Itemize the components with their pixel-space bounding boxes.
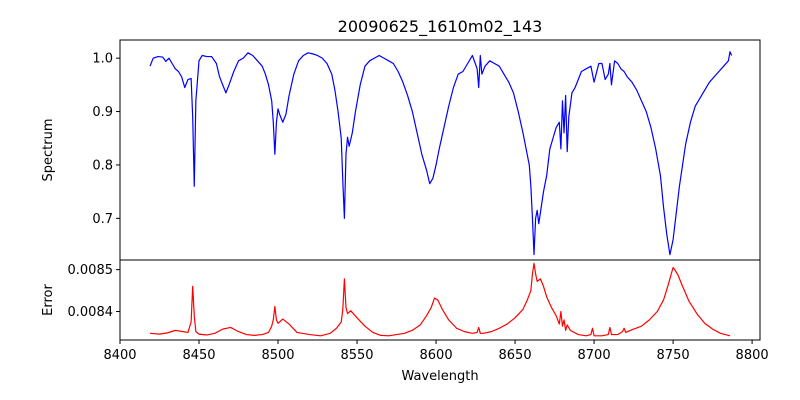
x-tick-label: 8600 — [420, 348, 453, 363]
error-y-axis-label: Error — [41, 284, 56, 316]
spectrum-y-tick-label: 0.9 — [92, 105, 113, 120]
error-panel: 0.0084 0.0085 Error — [41, 259, 761, 341]
spectrum-plot-area — [149, 51, 733, 256]
x-tick-label: 8700 — [578, 348, 611, 363]
x-tick-label: 8800 — [736, 348, 769, 363]
spectrum-y-tick-label: 0.8 — [92, 158, 113, 173]
x-axis-label: Wavelength — [401, 369, 478, 384]
spectrum-y-tick-label: 0.7 — [92, 212, 113, 227]
error-y-tick-label: 0.0084 — [68, 305, 114, 320]
error-y-ticks: 0.0084 0.0085 — [68, 263, 120, 320]
spectrum-y-ticks: 0.7 0.8 0.9 1.0 — [92, 52, 120, 227]
spectrum-axes-frame — [119, 39, 761, 261]
spectrum-y-axis-label: Spectrum — [41, 119, 56, 182]
x-tick-label: 8450 — [182, 348, 215, 363]
x-tick-label: 8650 — [499, 348, 532, 363]
x-ticks: 8400 8450 8500 8550 8600 8650 8700 8750 8800 — [103, 340, 769, 363]
x-tick-label: 8550 — [340, 348, 373, 363]
error-y-tick-label: 0.0085 — [68, 263, 114, 278]
chart-title: 20090625_1610m02_143 — [338, 17, 543, 37]
x-tick-label: 8500 — [261, 348, 294, 363]
error-line — [149, 262, 731, 337]
spectrum-line — [149, 51, 733, 256]
error-axes-frame — [119, 259, 761, 341]
spectrum-panel: 0.7 0.8 0.9 1.0 Spectrum — [41, 39, 761, 261]
spectrum-y-tick-label: 1.0 — [92, 52, 113, 67]
error-plot-area — [149, 262, 731, 337]
x-tick-label: 8750 — [657, 348, 690, 363]
x-tick-label: 8400 — [103, 348, 136, 363]
